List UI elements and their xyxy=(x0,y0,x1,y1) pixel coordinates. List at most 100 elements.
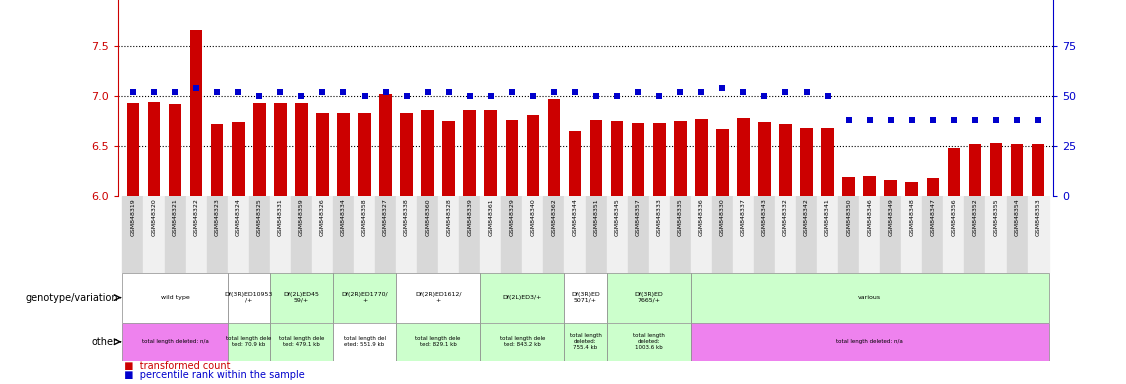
Bar xyxy=(586,196,607,273)
Bar xyxy=(547,99,561,196)
Bar xyxy=(627,196,649,273)
Bar xyxy=(232,122,244,196)
Point xyxy=(945,117,963,123)
Point xyxy=(966,117,984,123)
Text: total length dele
ted: 829.1 kb: total length dele ted: 829.1 kb xyxy=(415,336,461,347)
Bar xyxy=(396,196,417,273)
Point xyxy=(1008,117,1026,123)
Point xyxy=(734,89,752,95)
Point xyxy=(187,85,205,91)
Bar xyxy=(443,121,455,196)
Text: GSM848350: GSM848350 xyxy=(846,198,851,236)
Point xyxy=(629,89,647,95)
Bar xyxy=(733,196,754,273)
Bar xyxy=(1028,196,1048,273)
Point xyxy=(650,93,668,99)
Text: GSM848333: GSM848333 xyxy=(656,198,662,236)
Bar xyxy=(295,103,307,196)
Text: ■  percentile rank within the sample: ■ percentile rank within the sample xyxy=(118,370,305,381)
Point xyxy=(166,89,184,95)
Text: genotype/variation: genotype/variation xyxy=(25,293,118,303)
Bar xyxy=(712,196,733,273)
Text: Df(2R)ED1612/
+: Df(2R)ED1612/ + xyxy=(414,292,462,303)
Bar xyxy=(964,196,985,273)
Point xyxy=(692,89,711,95)
Bar xyxy=(905,182,918,196)
Bar xyxy=(312,196,333,273)
Bar xyxy=(564,196,586,273)
Text: GSM848345: GSM848345 xyxy=(615,198,619,236)
Bar xyxy=(506,120,518,196)
Bar xyxy=(607,323,690,361)
Bar xyxy=(590,120,602,196)
Bar xyxy=(610,121,624,196)
Point xyxy=(797,89,815,95)
Bar xyxy=(270,196,291,273)
Text: GSM848349: GSM848349 xyxy=(888,198,893,236)
Bar xyxy=(821,128,834,196)
Bar xyxy=(801,128,813,196)
Point xyxy=(1029,117,1047,123)
Text: GSM848340: GSM848340 xyxy=(530,198,535,236)
Point xyxy=(482,93,500,99)
Bar xyxy=(459,196,481,273)
Bar xyxy=(417,196,438,273)
Bar xyxy=(607,196,627,273)
Bar xyxy=(859,196,881,273)
Bar xyxy=(881,196,901,273)
Bar xyxy=(501,196,522,273)
Point xyxy=(587,93,605,99)
Text: GSM848354: GSM848354 xyxy=(1015,198,1019,236)
Point xyxy=(271,89,289,95)
Bar xyxy=(838,196,859,273)
Bar xyxy=(758,122,771,196)
Bar xyxy=(948,148,960,196)
Bar xyxy=(649,196,670,273)
Bar xyxy=(653,123,665,196)
Point xyxy=(503,89,521,95)
Bar xyxy=(990,143,1002,196)
Text: GSM848361: GSM848361 xyxy=(489,198,493,236)
Point xyxy=(356,93,374,99)
Text: GSM848330: GSM848330 xyxy=(720,198,725,236)
Bar xyxy=(143,196,164,273)
Bar xyxy=(779,124,792,196)
Bar xyxy=(674,121,687,196)
Point xyxy=(756,93,774,99)
Point xyxy=(250,93,268,99)
Bar xyxy=(337,113,350,196)
Text: GSM848348: GSM848348 xyxy=(910,198,914,236)
Bar xyxy=(901,196,922,273)
Text: total length dele
ted: 843.2 kb: total length dele ted: 843.2 kb xyxy=(500,336,545,347)
Bar xyxy=(738,118,750,196)
Text: GSM848355: GSM848355 xyxy=(993,198,999,236)
Point xyxy=(566,89,584,95)
Text: Df(3R)ED10953
/+: Df(3R)ED10953 /+ xyxy=(224,292,272,303)
Bar xyxy=(396,273,481,323)
Text: Df(2L)ED45
59/+: Df(2L)ED45 59/+ xyxy=(284,292,320,303)
Text: Df(3R)ED
5071/+: Df(3R)ED 5071/+ xyxy=(571,292,600,303)
Text: GSM848322: GSM848322 xyxy=(194,198,198,236)
Bar xyxy=(927,178,939,196)
Bar xyxy=(695,119,707,196)
Point xyxy=(840,117,858,123)
Bar xyxy=(253,103,266,196)
Bar xyxy=(421,110,434,196)
Bar xyxy=(227,323,270,361)
Text: GSM848325: GSM848325 xyxy=(257,198,261,236)
Bar xyxy=(884,180,897,196)
Bar xyxy=(864,176,876,196)
Bar xyxy=(333,323,396,361)
Bar xyxy=(690,273,1048,323)
Text: total length deleted: n/a: total length deleted: n/a xyxy=(142,339,208,344)
Point xyxy=(145,89,163,95)
Bar xyxy=(481,273,564,323)
Point xyxy=(903,117,921,123)
Text: GSM848332: GSM848332 xyxy=(783,198,788,236)
Point xyxy=(819,93,837,99)
Text: total length deleted: n/a: total length deleted: n/a xyxy=(837,339,903,344)
Bar xyxy=(123,273,227,323)
Bar xyxy=(164,196,186,273)
Bar xyxy=(316,113,329,196)
Bar xyxy=(354,196,375,273)
